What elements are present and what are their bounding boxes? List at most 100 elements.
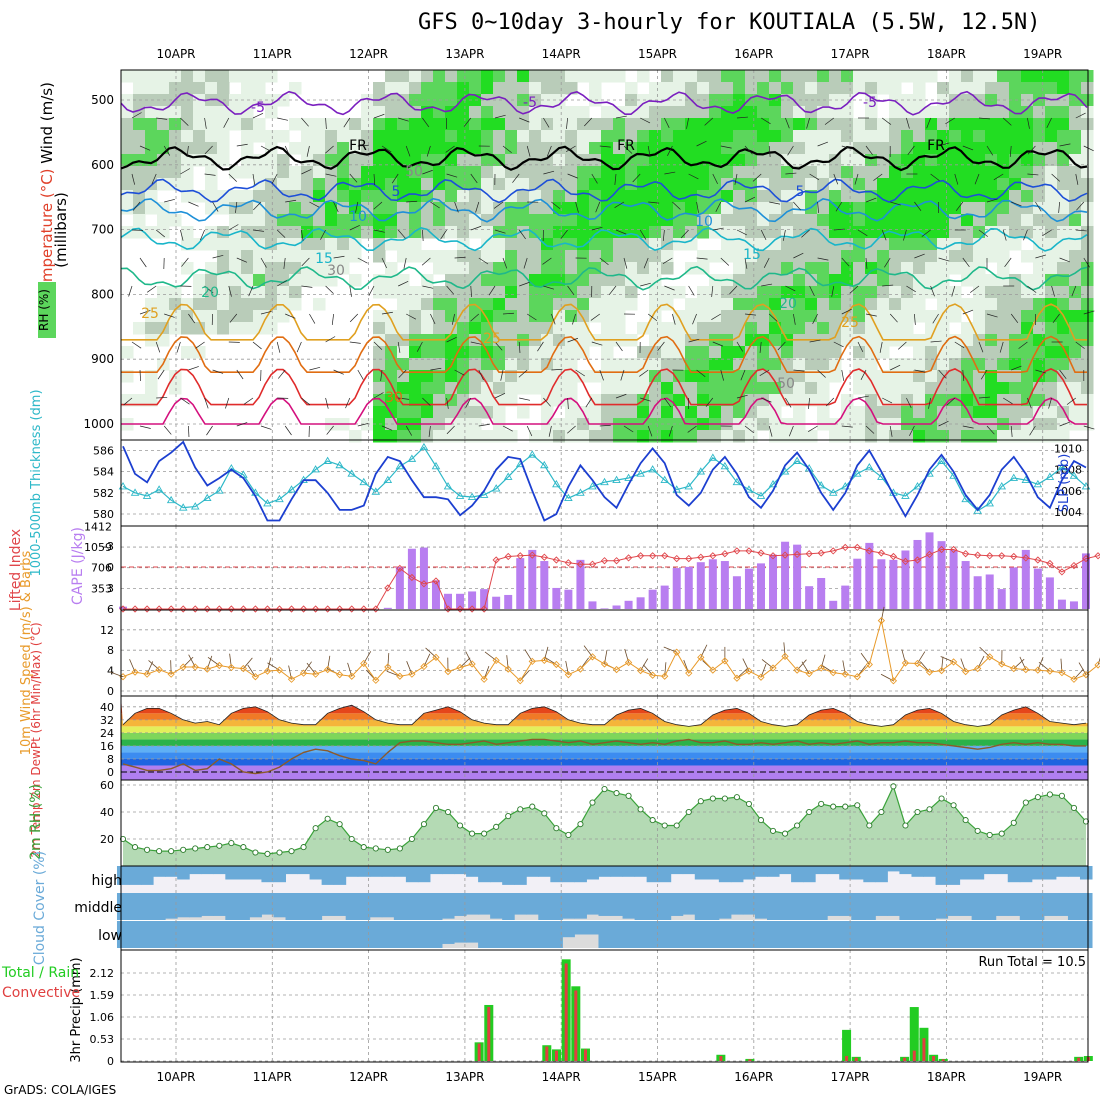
- rh-shade-cell: [193, 322, 206, 335]
- wind-speed-marker: [432, 653, 440, 661]
- rh-shade-cell: [481, 154, 494, 167]
- cloud-cell: [983, 866, 997, 875]
- rh-shade-cell: [877, 346, 890, 359]
- rh-shade-cell: [325, 202, 338, 215]
- rh-shade-cell: [697, 118, 710, 131]
- precip-tick-label: 1.59: [90, 989, 115, 1002]
- wind-barb: [696, 369, 706, 378]
- wind-barb: [1009, 145, 1012, 157]
- date-label-bottom: 13APR: [445, 1070, 484, 1084]
- cloud-cell: [959, 921, 973, 948]
- rh-shade-cell: [625, 358, 638, 371]
- rh-shade-cell: [601, 238, 614, 251]
- rh-shade-cell: [685, 214, 698, 227]
- cape-bar: [841, 585, 850, 609]
- thickness-marker: [431, 461, 441, 470]
- date-label-bottom: 18APR: [927, 1070, 966, 1084]
- wind-barb: [768, 425, 773, 437]
- lifted-index-marker: [420, 580, 428, 588]
- rh-shade-cell: [457, 346, 470, 359]
- rh-shade-cell: [385, 286, 398, 299]
- thickness-marker: [961, 494, 970, 503]
- cloud-cell: [129, 866, 142, 885]
- rh-shade-cell: [937, 286, 950, 299]
- contour-label: 25: [483, 331, 501, 347]
- cloud-cell: [417, 893, 431, 920]
- rh-shade-cell: [421, 70, 434, 83]
- wind-barb: [688, 285, 695, 296]
- rh2m-marker: [769, 827, 777, 834]
- rh-shade-cell: [733, 154, 746, 167]
- wind-barb: [309, 313, 316, 324]
- rh-shade-cell: [373, 394, 386, 407]
- cape-tick-label: 1412: [84, 520, 112, 533]
- wind-speed-marker: [215, 661, 223, 670]
- rh-shade-cell: [733, 322, 746, 335]
- rh-shade-cell: [1081, 166, 1094, 179]
- wind-barb: [712, 227, 724, 231]
- cloud-cell: [454, 893, 467, 916]
- wind-speed-marker: [456, 663, 464, 672]
- rh-shade-cell: [757, 130, 770, 143]
- rh-shade-cell: [229, 274, 242, 287]
- rh-shade-cell: [721, 406, 734, 419]
- rh2m-marker: [1082, 818, 1090, 825]
- rh-shade-cell: [385, 202, 398, 215]
- rh-shade-cell: [1069, 238, 1082, 251]
- wind-barb: [252, 113, 264, 119]
- wind-barb: [835, 201, 843, 212]
- wind-barb: [180, 117, 189, 126]
- rh-shade-cell: [805, 346, 818, 359]
- rh-shade-cell: [505, 106, 518, 119]
- wind-barb: [824, 117, 835, 125]
- rh-shade-cell: [1057, 166, 1070, 179]
- rh-shade-cell: [349, 118, 362, 131]
- wind-barb: [391, 173, 399, 184]
- rh-shade-cell: [589, 274, 602, 287]
- rh-shade-cell: [145, 298, 158, 311]
- rh-shade-cell: [781, 286, 794, 299]
- wind-barb: [817, 257, 829, 261]
- rh-shade-cell: [601, 226, 614, 239]
- rh-shade-cell: [1009, 118, 1022, 131]
- rh-shade-cell: [301, 130, 314, 143]
- rh-shade-cell: [817, 346, 830, 359]
- wind-barb: [1051, 173, 1061, 182]
- rh-shade-cell: [1021, 370, 1034, 383]
- rh-shade-cell: [661, 190, 674, 203]
- cloud-cell: [405, 866, 419, 883]
- rh-shade-cell: [721, 130, 734, 143]
- rh2m-marker: [577, 821, 584, 828]
- rh-shade-cell: [1009, 142, 1022, 155]
- rh-shade-cell: [1021, 430, 1034, 443]
- rh2m-marker: [673, 822, 680, 829]
- rh-shade-cell: [709, 430, 722, 443]
- cloud-cell: [189, 921, 202, 948]
- rh-shade-cell: [1021, 274, 1034, 287]
- rh-shade-cell: [757, 202, 770, 215]
- lifted-index-marker: [1022, 554, 1030, 562]
- rh-shade-cell: [937, 322, 950, 335]
- rh2m-marker: [276, 849, 283, 856]
- rh-shade-cell: [925, 226, 938, 239]
- wind-barb: [551, 313, 556, 325]
- cloud-cell: [730, 866, 744, 883]
- lifted-index-marker: [1046, 559, 1054, 568]
- rh-shade-cell: [337, 214, 350, 227]
- wind-barb: [978, 341, 984, 353]
- rh-shade-cell: [373, 382, 386, 395]
- rh-shade-cell: [997, 118, 1010, 131]
- wind-barb: [841, 308, 852, 315]
- rh-shade-cell: [433, 382, 446, 395]
- cloud-cell: [116, 921, 130, 948]
- rh-shade-cell: [1033, 394, 1046, 407]
- rh-shade-cell: [901, 130, 914, 143]
- rh-shade-cell: [817, 118, 830, 131]
- rh-shade-cell: [589, 370, 602, 383]
- rh-shade-cell: [193, 142, 206, 155]
- cloud-cell: [345, 893, 359, 920]
- rh-shade-cell: [469, 154, 482, 167]
- rh-shade-cell: [349, 250, 362, 263]
- rh-shade-cell: [901, 226, 914, 239]
- wind-barb: [705, 397, 714, 407]
